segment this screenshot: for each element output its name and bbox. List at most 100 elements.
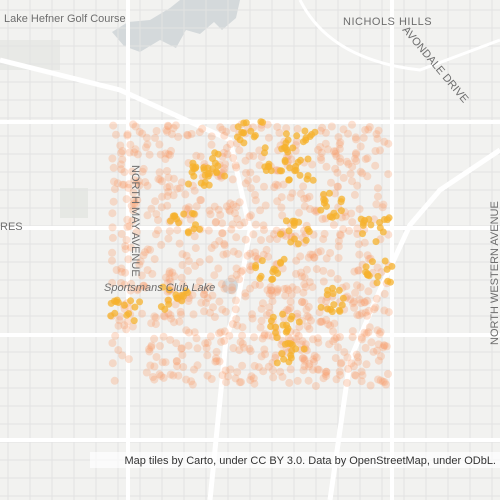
point (353, 230, 362, 238)
point (285, 358, 293, 366)
point (365, 323, 374, 332)
point (284, 306, 293, 315)
point (354, 240, 363, 249)
point (333, 168, 342, 177)
point (376, 328, 385, 336)
point (164, 187, 173, 196)
point (206, 210, 215, 219)
point (209, 303, 217, 312)
point (380, 289, 389, 298)
point (170, 318, 178, 327)
point (339, 294, 347, 302)
point (292, 285, 301, 294)
point (379, 200, 388, 209)
point (346, 295, 355, 304)
point (366, 381, 375, 390)
point (200, 182, 208, 189)
point (372, 294, 381, 303)
point (272, 323, 279, 331)
point (210, 313, 219, 321)
point (131, 303, 139, 311)
point (221, 160, 230, 169)
point (261, 144, 269, 152)
point (378, 203, 387, 212)
point (162, 273, 170, 282)
point (192, 334, 201, 343)
point (157, 203, 166, 212)
point (238, 339, 247, 348)
point (339, 225, 348, 234)
point (235, 346, 244, 355)
point (162, 126, 171, 135)
point (182, 251, 191, 260)
point (168, 268, 177, 277)
point (243, 251, 252, 260)
point (163, 121, 172, 130)
point (380, 341, 389, 350)
point (121, 301, 128, 309)
point (108, 278, 117, 287)
point (276, 367, 285, 376)
point (374, 126, 383, 135)
point (232, 202, 241, 211)
point (121, 268, 130, 277)
point (317, 303, 325, 311)
point (334, 237, 343, 245)
point (300, 345, 308, 353)
point (308, 283, 317, 292)
point (273, 359, 281, 367)
point (380, 306, 389, 315)
point (317, 317, 326, 326)
point (358, 371, 367, 380)
attribution[interactable]: Map tiles by Carto, under CC BY 3.0. Dat… (124, 455, 496, 467)
point (268, 297, 277, 306)
point (165, 300, 173, 308)
point (284, 136, 292, 144)
point (360, 238, 369, 247)
point (110, 185, 119, 194)
point (216, 328, 225, 337)
point (372, 130, 381, 139)
point (125, 148, 134, 157)
point (292, 137, 301, 146)
point (187, 377, 196, 386)
point (355, 250, 364, 259)
point (229, 344, 238, 352)
point (142, 133, 151, 142)
point (203, 294, 212, 303)
point (286, 297, 295, 306)
point (224, 372, 232, 381)
point (307, 316, 315, 325)
point (140, 248, 149, 257)
point (172, 339, 181, 348)
point (124, 183, 133, 192)
point (269, 373, 278, 382)
point (131, 200, 140, 209)
point (300, 362, 309, 371)
point (375, 329, 384, 338)
point (327, 122, 336, 131)
point (220, 164, 229, 173)
point (286, 193, 295, 202)
point (183, 131, 192, 140)
point (370, 305, 379, 314)
point (294, 240, 302, 248)
point (113, 179, 122, 188)
point (143, 245, 152, 254)
point (351, 154, 359, 163)
point (323, 145, 332, 154)
point (272, 288, 281, 297)
point (245, 151, 254, 160)
point (336, 230, 344, 239)
point (352, 157, 361, 165)
point (132, 179, 141, 188)
point (260, 330, 269, 339)
point (228, 220, 237, 229)
point (193, 361, 202, 370)
point (329, 337, 338, 346)
point (285, 176, 293, 184)
point (203, 371, 212, 380)
point (176, 307, 185, 316)
point (349, 362, 358, 371)
point (270, 183, 279, 192)
